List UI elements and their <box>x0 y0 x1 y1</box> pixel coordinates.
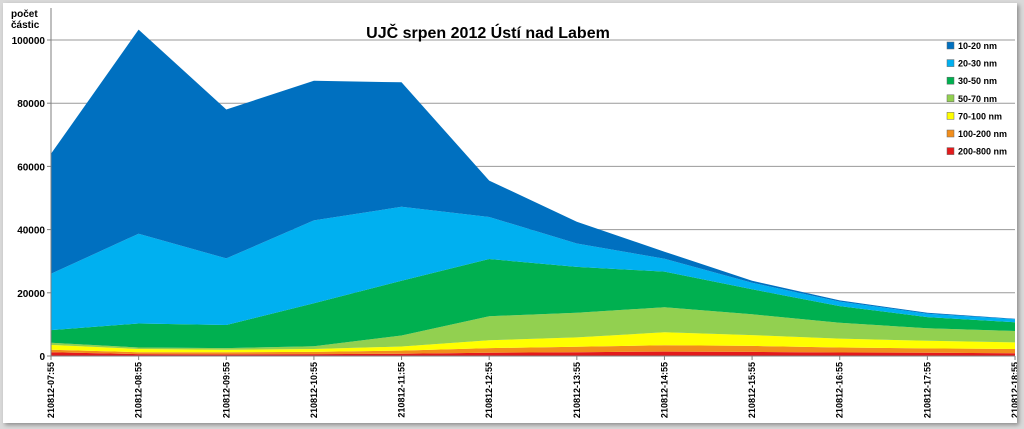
area-70-100-nm <box>51 332 1015 353</box>
area-30-50-nm <box>51 259 1015 349</box>
legend-label: 30-50 nm <box>958 76 997 86</box>
stacked-area-chart: 0 20000 40000 60000 80000 100000 210812-07:55… <box>11 8 1020 418</box>
x-tick-labels: 210812-07:55 210812-08:55 210812-09:55 2108… <box>46 362 1020 418</box>
x-tick-label: 210812-14:55 <box>659 362 669 418</box>
area-20-30-nm <box>51 206 1015 331</box>
x-tick-label: 210812-15:55 <box>747 362 757 418</box>
legend-swatch <box>946 59 955 67</box>
legend-label: 70-100 nm <box>958 111 1002 121</box>
legend-swatch <box>946 41 955 50</box>
axes <box>47 8 1016 360</box>
x-tick-label: 210812-18:55 <box>1010 362 1017 418</box>
chart-title: UJČ srpen 2012 Ústí nad Labem <box>366 23 610 42</box>
y-tick-label: 40000 <box>17 226 45 237</box>
x-tick-label: 210812-12:55 <box>484 362 494 418</box>
legend-label: 20-30 nm <box>958 59 997 69</box>
legend-swatch <box>946 147 955 155</box>
legend-swatch <box>946 94 955 103</box>
x-tick-label: 210812-17:55 <box>922 362 932 418</box>
x-tick-label: 210812-08:55 <box>134 362 144 418</box>
y-tick-label: 20000 <box>17 289 45 300</box>
area-series <box>51 29 1015 356</box>
chart-frame: 0 20000 40000 60000 80000 100000 210812-07:55… <box>3 3 1020 423</box>
legend-label: 50-70 nm <box>958 94 997 104</box>
x-tick-label: 210812-07:55 <box>46 362 56 418</box>
area-50-70-nm <box>51 307 1015 350</box>
legend-label: 10-20 nm <box>958 41 997 51</box>
area-10-20-nm <box>51 29 1015 320</box>
x-tick-label: 210812-11:55 <box>397 362 407 418</box>
y-tick-label: 100000 <box>12 36 46 47</box>
area-100-200-nm <box>51 345 1015 355</box>
y-tick-labels: 0 20000 40000 60000 80000 100000 <box>12 36 46 363</box>
y-axis-label-line: počet <box>11 9 38 20</box>
legend-label: 200-800 nm <box>958 147 1007 157</box>
x-tick-label: 210812-13:55 <box>572 362 582 418</box>
legend: 10-20 nm 20-30 nm 30-50 nm 50-70 nm 70-100 n… <box>946 41 1007 157</box>
legend-label: 100-200 nm <box>958 129 1007 139</box>
y-tick-label: 0 <box>39 352 45 363</box>
legend-swatch <box>946 129 955 138</box>
y-tick-label: 60000 <box>17 162 45 173</box>
area-200-800-nm <box>51 351 1015 356</box>
x-tick-label: 210812-10:55 <box>309 362 319 418</box>
legend-swatch <box>946 112 955 120</box>
x-tick-label: 210812-09:55 <box>221 362 231 418</box>
y-axis-label-line: částic <box>11 20 40 31</box>
legend-swatch <box>946 76 955 85</box>
x-tick-label: 210812-16:55 <box>835 362 845 418</box>
y-tick-label: 80000 <box>17 99 45 110</box>
